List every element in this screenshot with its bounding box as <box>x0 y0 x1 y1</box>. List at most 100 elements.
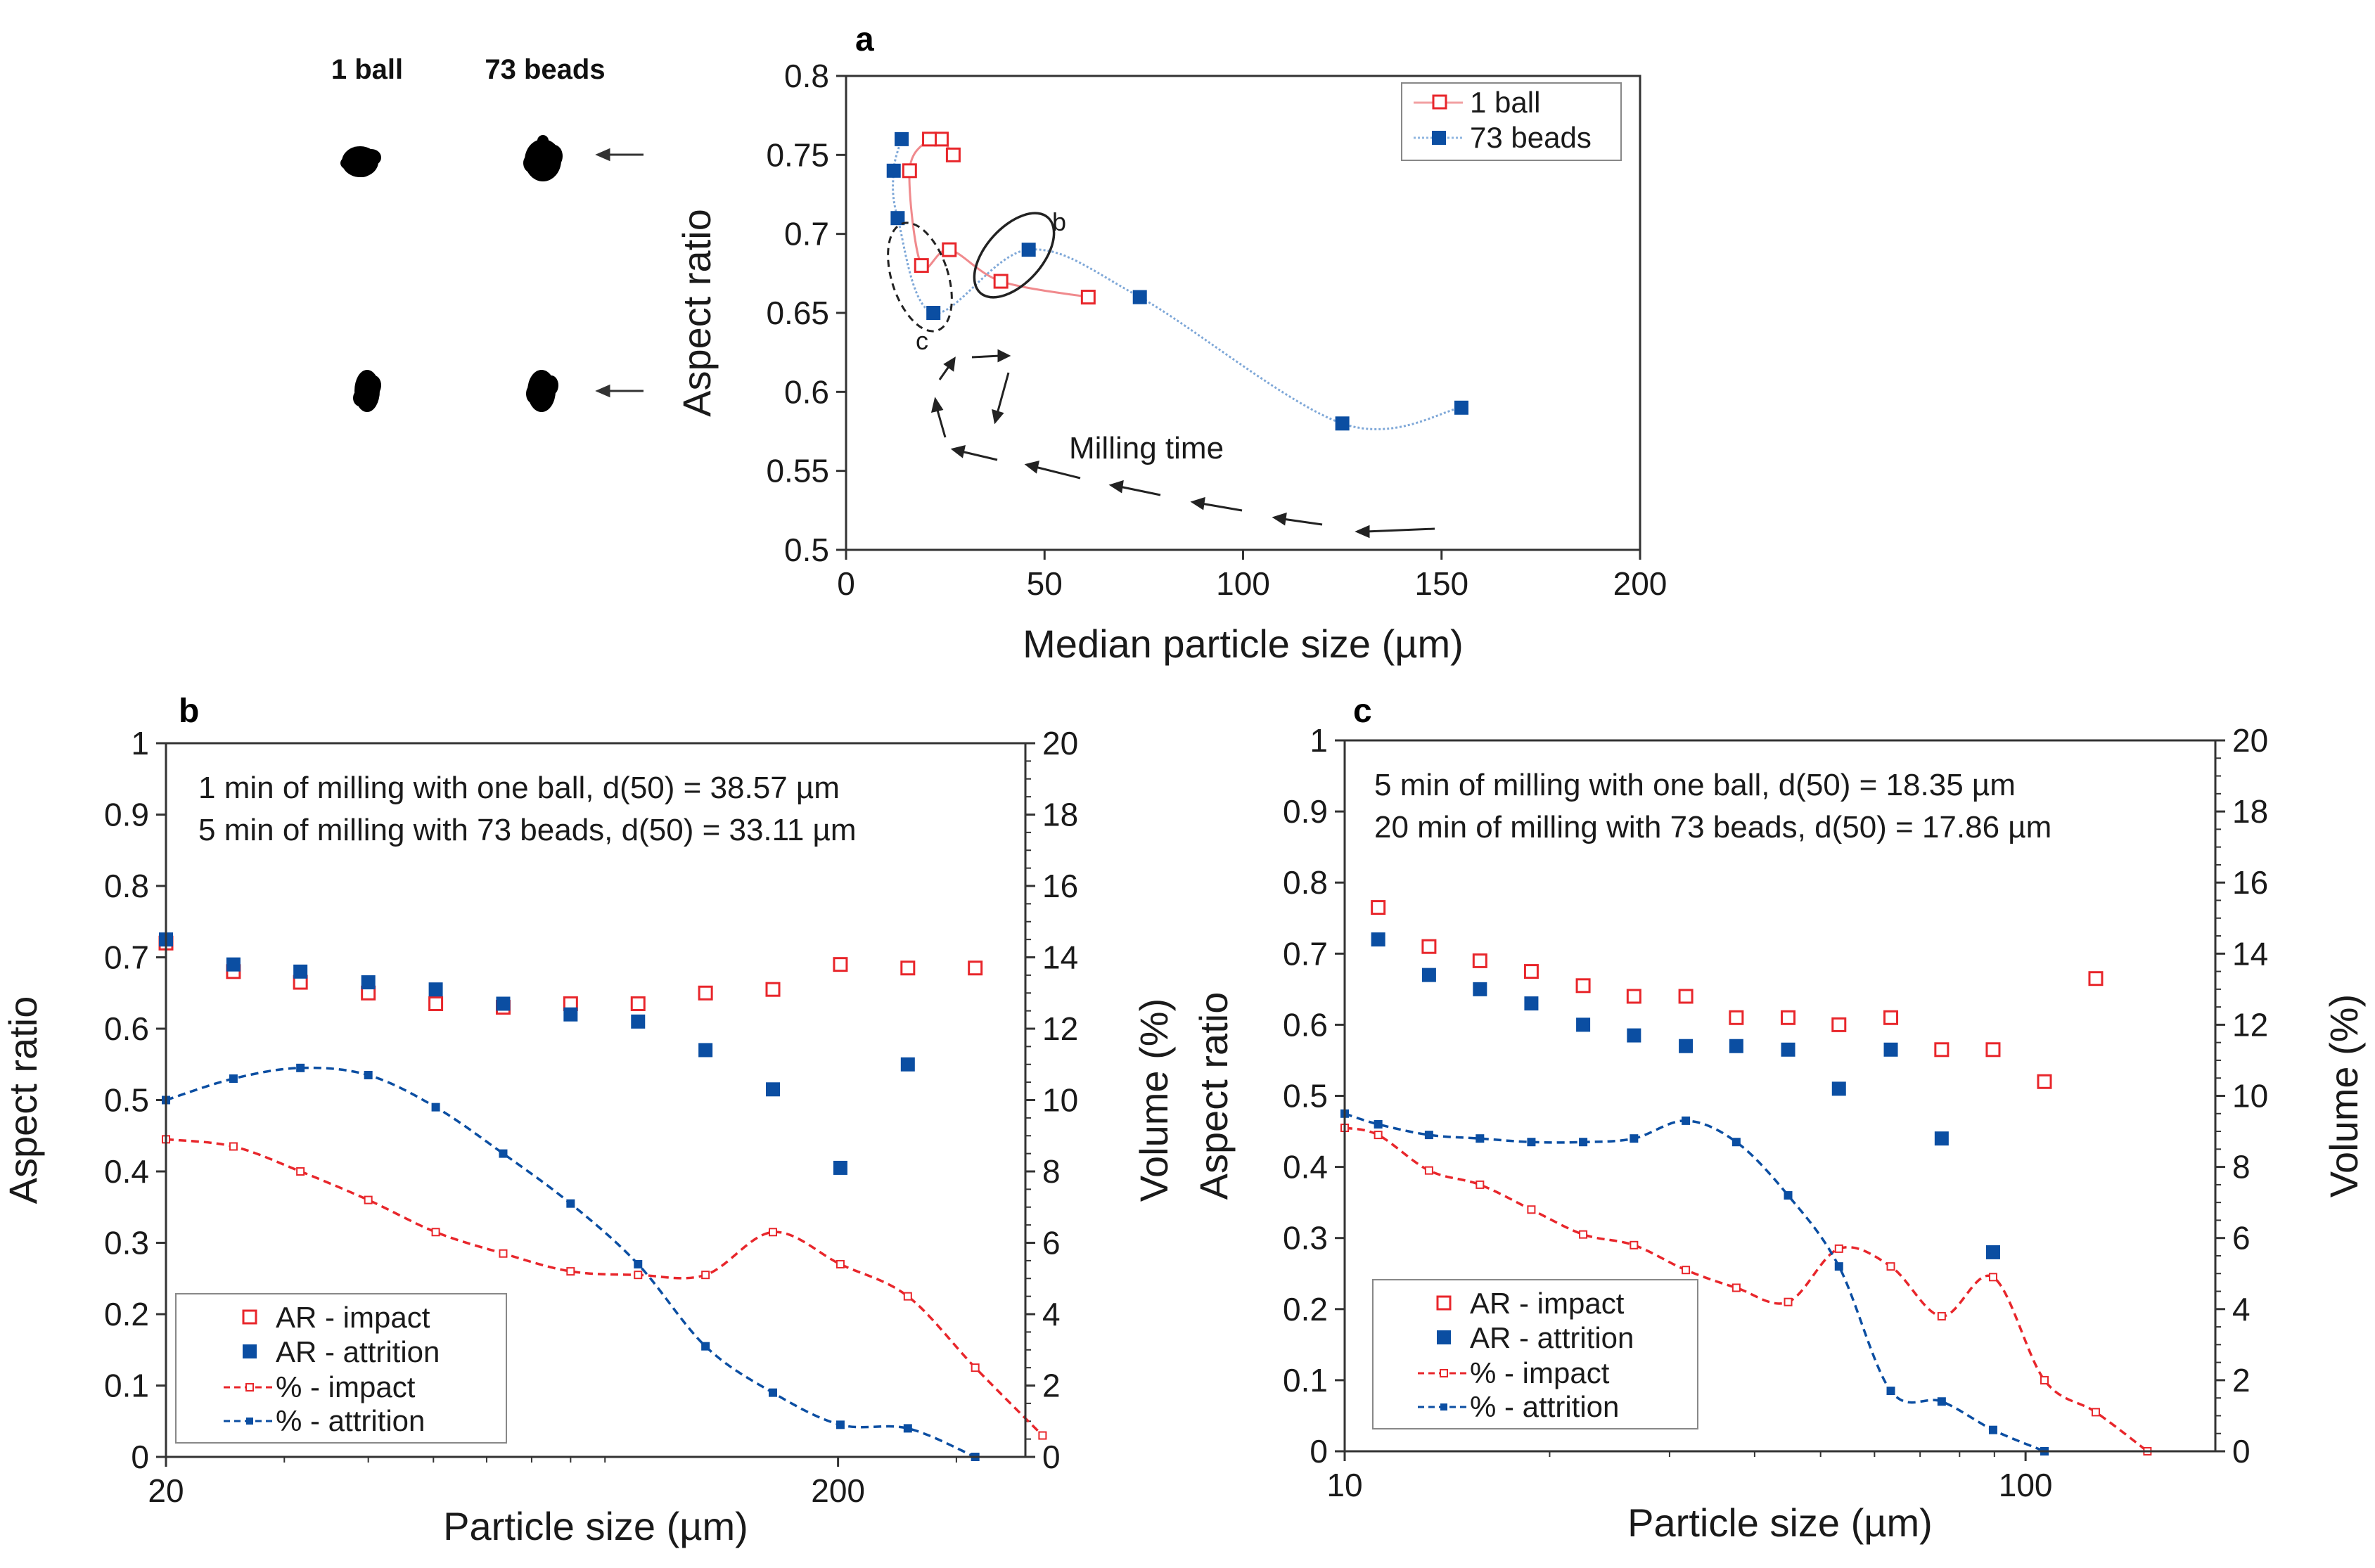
y-tick-label: 0.7 <box>1283 935 1328 972</box>
point-pct-attrition <box>701 1342 710 1351</box>
panel-b-y2-ticks: 0 2 4 6 8 10 12 14 16 18 20 <box>1025 725 1078 1475</box>
y-tick-label: 0.65 <box>766 295 829 331</box>
point-pct-impact <box>903 1292 912 1301</box>
y2-tick-label: 2 <box>1042 1368 1061 1404</box>
panel-c-legend-label-ar-impact: AR - impact <box>1470 1287 1625 1320</box>
point-ar-impact <box>698 985 713 1001</box>
point-73-beads <box>890 211 905 226</box>
panel-b-text-line-2: 5 min of milling with 73 beads, d(50) = … <box>198 813 857 847</box>
point-ar-attrition <box>1781 1042 1795 1057</box>
thumbnail-arrow-upper <box>595 148 644 162</box>
panel-a-milling-time-label: Milling time <box>1069 431 1224 465</box>
y-tick-label: 0.4 <box>1283 1149 1328 1185</box>
panel-c-legend-box <box>1372 1279 1698 1429</box>
point-ar-impact <box>1371 900 1386 915</box>
point-pct-impact <box>229 1142 238 1151</box>
panel-a-legend: 1 ball 73 beads <box>1401 82 1622 161</box>
point-pct-impact <box>431 1228 440 1237</box>
series-line-pct-impact <box>1344 1126 2149 1453</box>
panel-b-y-axis-label: Aspect ratio <box>1 996 45 1204</box>
point-ar-impact <box>1523 964 1539 979</box>
panel-c-legend-marker-pct-impact <box>1440 1369 1448 1377</box>
panel-c-y-ticks: 0 0.1 0.2 0.3 0.4 0.5 0.6 0.7 0.8 0.9 1 <box>1283 722 1345 1470</box>
point-pct-impact <box>296 1167 305 1176</box>
panel-c-legend-marker-ar-attrition <box>1437 1330 1451 1344</box>
y-tick-label: 1 <box>131 725 149 761</box>
point-pct-attrition <box>836 1420 845 1429</box>
panel-c-label: c <box>1353 693 1372 730</box>
x-tick-label: 200 <box>811 1472 865 1509</box>
panel-b-legend-label-ar-impact: AR - impact <box>276 1301 430 1334</box>
point-73-beads <box>886 163 901 178</box>
y-tick-label: 0.4 <box>104 1153 149 1190</box>
point-ar-attrition <box>631 1014 646 1029</box>
particle-image-73-beads-short <box>526 370 558 412</box>
point-pct-attrition <box>769 1388 778 1397</box>
panel-c-y-axis-label: Aspect ratio <box>1191 992 1236 1200</box>
point-pct-impact <box>971 1363 980 1373</box>
x-tick-label: 0 <box>837 565 855 602</box>
point-ar-attrition <box>293 964 308 979</box>
y-tick-label: 0.1 <box>1283 1362 1328 1399</box>
panel-a-ellipse-b-label: b <box>1052 207 1066 236</box>
y2-tick-label: 18 <box>2232 793 2268 830</box>
y-tick-label: 0.5 <box>104 1082 149 1119</box>
point-73-beads <box>1335 416 1350 431</box>
y-tick-label: 0.8 <box>784 58 829 94</box>
panel-c-series <box>1344 1112 2149 1453</box>
point-ar-attrition <box>833 1160 847 1175</box>
point-pct-attrition <box>634 1259 643 1268</box>
panel-b-legend-label-pct-impact: % - impact <box>276 1370 416 1403</box>
point-ar-impact <box>2037 1074 2052 1089</box>
panel-a-x-ticks: 0 50 100 150 200 <box>837 550 1667 602</box>
point-ar-impact <box>765 982 781 997</box>
y-tick-label: 0.7 <box>784 216 829 252</box>
point-pct-attrition <box>1886 1387 1895 1396</box>
x-tick-label: 20 <box>148 1472 184 1509</box>
point-pct-attrition <box>1630 1134 1639 1143</box>
y-tick-label: 0.2 <box>1283 1291 1328 1328</box>
point-ar-attrition <box>1831 1081 1846 1096</box>
panel-b-legend-box <box>175 1293 507 1444</box>
panel-c-legend: AR - impact AR - attrition % - impact % … <box>1372 1279 1698 1429</box>
point-pct-impact <box>1527 1205 1536 1214</box>
panel-c-legend-marker-ar-impact <box>1436 1295 1452 1311</box>
x-tick-label: 200 <box>1613 565 1667 602</box>
y-tick-label: 0.7 <box>104 939 149 976</box>
series-line-pct-impact <box>165 1138 1044 1437</box>
y2-tick-label: 12 <box>1042 1010 1078 1047</box>
y-tick-label: 1 <box>1310 722 1328 759</box>
point-ar-impact <box>2088 971 2104 987</box>
panel-a-legend-label-1-ball: 1 ball <box>1470 86 1540 119</box>
particle-image-1-ball-long <box>340 146 381 177</box>
point-1-ball <box>945 147 961 162</box>
point-pct-impact <box>1682 1266 1691 1275</box>
panel-c-text-line-1: 5 min of milling with one ball, d(50) = … <box>1374 768 2016 802</box>
panel-a-y-axis-label: Aspect ratio <box>674 209 719 417</box>
panel-a-milling-time-arrows <box>930 349 1435 539</box>
point-1-ball <box>914 258 929 274</box>
thumbnail-label-1-ball: 1 ball <box>331 54 403 85</box>
x-tick-label: 100 <box>1999 1467 2053 1503</box>
y2-tick-label: 0 <box>2232 1433 2251 1470</box>
panel-c-x-axis-label: Particle size (µm) <box>1627 1500 1933 1545</box>
panel-a-plot-frame <box>845 75 1641 551</box>
point-pct-attrition <box>1527 1138 1536 1147</box>
point-ar-attrition <box>563 1007 578 1022</box>
panel-b-legend-marker-ar-attrition <box>243 1344 257 1358</box>
point-pct-attrition <box>1988 1425 1997 1434</box>
point-ar-attrition <box>1421 968 1436 982</box>
panel-a-legend-marker-73-beads <box>1432 131 1446 145</box>
point-ar-impact <box>833 957 848 972</box>
point-ar-attrition <box>428 982 443 997</box>
point-pct-impact <box>1424 1166 1433 1175</box>
point-pct-attrition <box>566 1199 575 1208</box>
panel-a-ellipse-c-label: c <box>916 326 928 355</box>
y-tick-label: 0.2 <box>104 1296 149 1332</box>
point-pct-impact <box>1038 1431 1047 1440</box>
y-tick-label: 0.8 <box>104 868 149 904</box>
point-pct-attrition <box>1475 1134 1485 1143</box>
point-pct-impact <box>1937 1311 1946 1320</box>
x-tick-label: 100 <box>1216 565 1270 602</box>
point-pct-impact <box>499 1249 508 1258</box>
